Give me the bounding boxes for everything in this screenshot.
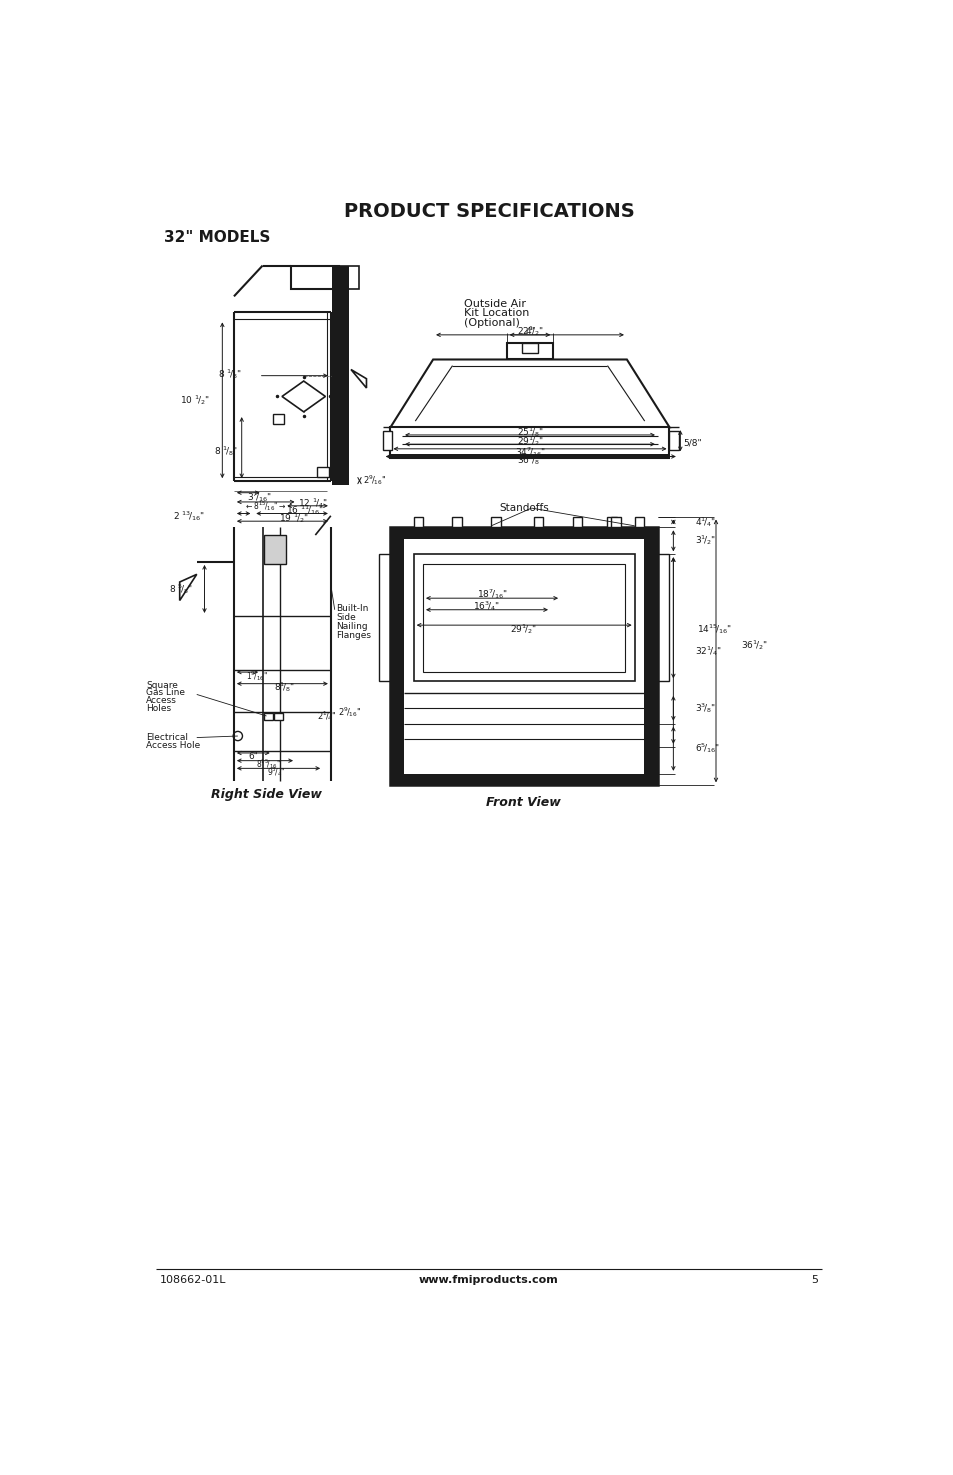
Bar bbox=[669, 431, 679, 450]
Polygon shape bbox=[351, 370, 366, 388]
Text: 18$^7\!/_{16}$": 18$^7\!/_{16}$" bbox=[476, 587, 507, 602]
Polygon shape bbox=[179, 574, 196, 600]
Bar bbox=[414, 555, 634, 681]
Text: www.fmiproducts.com: www.fmiproducts.com bbox=[418, 1276, 558, 1285]
Text: 8 $^1\!/_8$": 8 $^1\!/_8$" bbox=[213, 444, 238, 459]
Text: 32" MODELS: 32" MODELS bbox=[164, 230, 271, 245]
Bar bbox=[264, 535, 286, 565]
Bar bbox=[422, 563, 624, 673]
Bar bbox=[643, 528, 658, 785]
Text: 5/8": 5/8" bbox=[682, 438, 701, 447]
Bar bbox=[316, 468, 329, 476]
Text: 8 $^5\!/_8$": 8 $^5\!/_8$" bbox=[169, 583, 193, 596]
Polygon shape bbox=[390, 360, 669, 428]
Bar bbox=[521, 342, 537, 354]
Text: 108662-01L: 108662-01L bbox=[159, 1276, 226, 1285]
Text: 22$^1\!/_2$": 22$^1\!/_2$" bbox=[516, 324, 543, 338]
Bar bbox=[274, 712, 282, 720]
Bar bbox=[339, 266, 358, 289]
Bar bbox=[390, 428, 669, 459]
Text: 6$^5\!/_{16}$": 6$^5\!/_{16}$" bbox=[695, 742, 720, 755]
Text: Access: Access bbox=[146, 696, 177, 705]
Bar bbox=[611, 516, 620, 528]
Text: 29$^1\!/_2$": 29$^1\!/_2$" bbox=[510, 622, 537, 636]
Bar bbox=[390, 454, 669, 459]
Bar bbox=[390, 528, 658, 538]
Bar bbox=[656, 555, 669, 681]
Text: Nailing: Nailing bbox=[335, 622, 368, 631]
Bar bbox=[291, 266, 339, 289]
Text: Outside Air: Outside Air bbox=[464, 299, 525, 310]
Text: 14$^{15}\!/_{16}$": 14$^{15}\!/_{16}$" bbox=[696, 622, 731, 636]
Text: 32$^1\!/_4$": 32$^1\!/_4$" bbox=[695, 643, 721, 658]
Text: $\leftarrow$8$^{15}\!/_{16}$"$\rightarrow$: $\leftarrow$8$^{15}\!/_{16}$"$\rightarro… bbox=[243, 499, 286, 513]
Text: 34$^7\!/_{16}$": 34$^7\!/_{16}$" bbox=[514, 445, 545, 459]
Bar bbox=[414, 516, 422, 528]
Bar bbox=[634, 516, 643, 528]
Text: 36$^3\!/_8$": 36$^3\!/_8$" bbox=[516, 453, 543, 468]
Text: Kit Location: Kit Location bbox=[464, 308, 529, 319]
Text: 19 $^1\!/_2$": 19 $^1\!/_2$" bbox=[278, 512, 308, 525]
Text: Side: Side bbox=[335, 614, 355, 622]
Text: 36$^1\!/_2$": 36$^1\!/_2$" bbox=[740, 639, 767, 652]
Text: Access Hole: Access Hole bbox=[146, 740, 200, 749]
Text: Electrical: Electrical bbox=[146, 733, 188, 742]
Text: 2 $^{13}\!/_{16}$": 2 $^{13}\!/_{16}$" bbox=[173, 509, 206, 522]
Text: PRODUCT SPECIFICATIONS: PRODUCT SPECIFICATIONS bbox=[343, 202, 634, 221]
Text: Gas Line: Gas Line bbox=[146, 689, 185, 698]
Text: 8$^{15}\!/_{16}$": 8$^{15}\!/_{16}$" bbox=[256, 758, 281, 771]
Text: 25$^1\!/_8$": 25$^1\!/_8$" bbox=[516, 425, 543, 440]
Polygon shape bbox=[282, 381, 325, 412]
Text: 2$^9\!/_{16}$": 2$^9\!/_{16}$" bbox=[337, 705, 361, 720]
Text: 29$^1\!/_2$": 29$^1\!/_2$" bbox=[516, 434, 543, 448]
Text: Square: Square bbox=[146, 680, 178, 690]
Bar bbox=[607, 516, 617, 528]
Bar bbox=[264, 712, 273, 720]
Text: 16 $^{11}\!/_{16}$": 16 $^{11}\!/_{16}$" bbox=[285, 503, 323, 518]
Text: 8 $^1\!/_8$": 8 $^1\!/_8$" bbox=[217, 367, 241, 381]
Text: 10 $^1\!/_2$": 10 $^1\!/_2$" bbox=[180, 394, 210, 407]
Text: 2$^1\!/_4$": 2$^1\!/_4$" bbox=[316, 709, 336, 723]
Bar bbox=[332, 266, 349, 485]
Bar bbox=[534, 516, 542, 528]
Text: 1$^9\!/_{16}$": 1$^9\!/_{16}$" bbox=[245, 670, 267, 683]
Text: Standoffs: Standoffs bbox=[498, 503, 548, 513]
Text: 2$^9\!/_{16}$": 2$^9\!/_{16}$" bbox=[363, 472, 387, 487]
Text: Right Side View: Right Side View bbox=[211, 788, 321, 801]
Bar bbox=[273, 414, 284, 425]
Bar bbox=[572, 516, 581, 528]
Bar bbox=[491, 516, 500, 528]
Bar bbox=[378, 555, 392, 681]
Text: 3$^7\!/_{16}$": 3$^7\!/_{16}$" bbox=[247, 490, 273, 503]
Text: Front View: Front View bbox=[486, 795, 560, 808]
Text: Holes: Holes bbox=[146, 704, 172, 712]
Text: 4": 4" bbox=[524, 326, 535, 335]
Bar bbox=[390, 774, 658, 785]
Text: (Optional): (Optional) bbox=[464, 317, 519, 327]
Bar bbox=[382, 431, 392, 450]
Text: Flanges: Flanges bbox=[335, 631, 371, 640]
Text: Built-In: Built-In bbox=[335, 603, 368, 612]
Text: 12 $^1\!/_4$": 12 $^1\!/_4$" bbox=[297, 496, 328, 510]
Text: 4$^1\!/_4$": 4$^1\!/_4$" bbox=[695, 515, 716, 530]
Text: 3$^3\!/_8$": 3$^3\!/_8$" bbox=[695, 701, 716, 715]
Bar bbox=[506, 342, 553, 360]
Bar bbox=[452, 516, 461, 528]
Text: 16$^3\!/_4$": 16$^3\!/_4$" bbox=[473, 599, 499, 612]
Bar bbox=[390, 528, 658, 785]
Bar bbox=[390, 528, 404, 785]
Text: 8$^1\!/_8$": 8$^1\!/_8$" bbox=[274, 680, 294, 695]
Text: 3$^1\!/_2$": 3$^1\!/_2$" bbox=[695, 534, 716, 547]
Text: 6": 6" bbox=[248, 752, 258, 761]
Text: 5: 5 bbox=[810, 1276, 818, 1285]
Text: 9$^3\!/_4$": 9$^3\!/_4$" bbox=[267, 766, 286, 779]
